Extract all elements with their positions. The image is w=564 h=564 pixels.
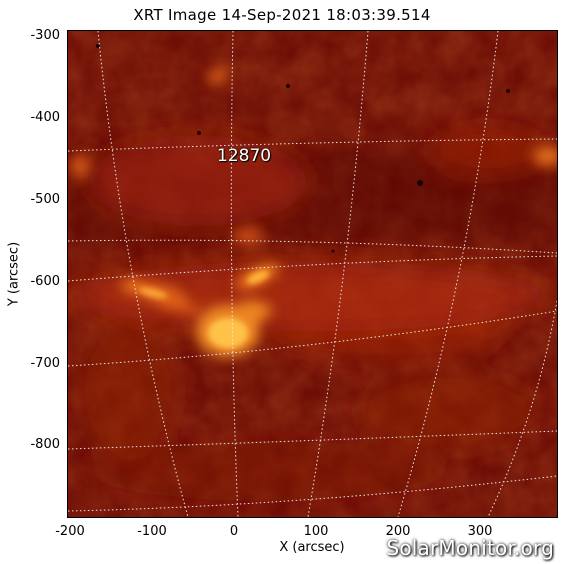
active-region-number: 12870 [217,146,272,166]
x-tick-label: 300 [467,524,493,539]
heliographic-grid [68,31,557,517]
x-tick-label: 200 [385,524,411,539]
y-tick-label: -500 [30,192,60,207]
y-tick-label: -700 [30,356,60,371]
page-title: XRT Image 14-Sep-2021 18:03:39.514 [133,6,431,24]
y-tick-label: -600 [30,274,60,289]
y-axis-title: Y (arcsec) [6,241,22,307]
x-axis-title: X (arcsec) [279,540,345,555]
watermark: SolarMonitor.org [386,536,554,560]
active-region-loops [70,68,557,357]
dark-specks [96,44,510,253]
x-tick-label: -200 [55,524,85,539]
x-tick-label: 100 [303,524,329,539]
solar-image-panel [67,30,558,518]
xrt-solar-image [68,31,557,517]
x-tick-label: 0 [229,524,239,539]
y-tick-label: -800 [30,437,60,452]
y-tick-label: -400 [30,110,60,125]
y-tick-label: -300 [30,28,60,43]
active-region-core [138,270,270,348]
corona-glow [68,126,548,501]
x-tick-label: -100 [137,524,167,539]
